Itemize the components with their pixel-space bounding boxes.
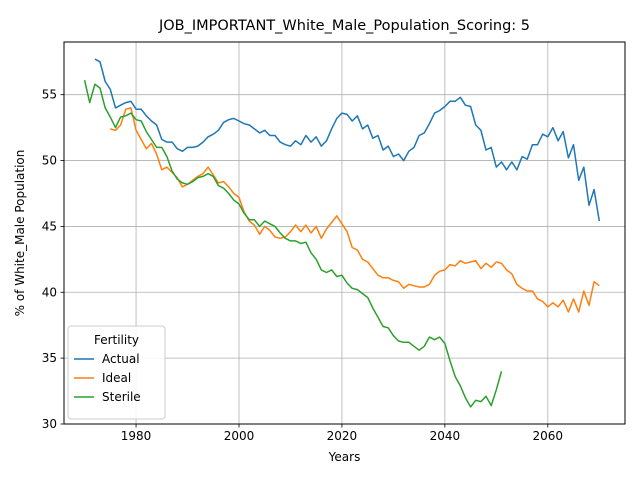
legend-label-sterile: Sterile	[102, 390, 141, 404]
legend-label-actual: Actual	[102, 352, 140, 366]
y-tick-label: 40	[42, 285, 57, 299]
chart-title: JOB_IMPORTANT_White_Male_Population_Scor…	[158, 18, 530, 34]
y-tick-label: 45	[42, 219, 57, 233]
x-tick-label: 2000	[224, 429, 255, 443]
x-tick-label: 2040	[430, 429, 461, 443]
y-tick-label: 55	[42, 88, 57, 102]
x-tick-label: 2060	[533, 429, 564, 443]
y-tick-label: 35	[42, 351, 57, 365]
y-axis-label: % of White_Male Population	[13, 150, 27, 317]
legend-title: Fertility	[94, 333, 139, 347]
x-axis-label: Years	[328, 450, 361, 464]
y-tick-label: 50	[42, 154, 57, 168]
x-tick-label: 1980	[121, 429, 152, 443]
y-tick-label: 30	[42, 417, 57, 431]
legend: Fertility Actual Ideal Sterile	[68, 326, 165, 419]
legend-label-ideal: Ideal	[102, 371, 131, 385]
x-tick-label: 2020	[327, 429, 358, 443]
